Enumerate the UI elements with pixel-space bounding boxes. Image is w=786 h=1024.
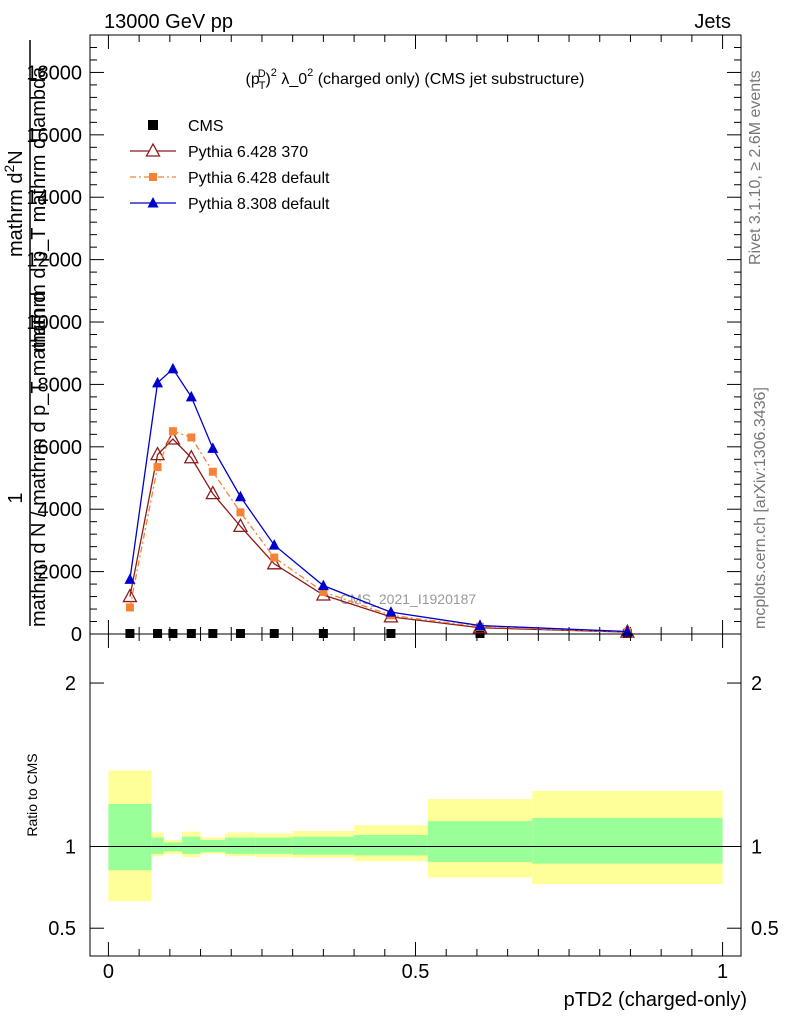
x-tick-label: 0.5 <box>402 961 430 983</box>
y-tick-label: 10000 <box>26 312 82 334</box>
ratio-band-inner <box>225 837 256 854</box>
data-point <box>153 463 162 472</box>
y-tick-label: 2000 <box>38 562 83 584</box>
x-axis-label: pTD2 (charged-only) <box>564 989 747 1011</box>
data-point <box>317 579 329 591</box>
ratio-band-inner <box>292 836 355 855</box>
ratio-y-tick-label: 2 <box>65 673 76 695</box>
ratio-y-tick-label: 1 <box>65 836 76 858</box>
ratio-y-tick-label: 0.5 <box>48 918 76 940</box>
legend-label: Pythia 8.308 default <box>188 196 330 213</box>
x-axis: 0 0.5 1 <box>103 634 728 983</box>
data-point <box>152 376 164 388</box>
ratio-bands <box>108 770 723 902</box>
ratio-y-tick-label-right: 1 <box>751 836 762 858</box>
y-axis-label: 1 mathrm d2N mathrm d p_T mathrm d lambd… <box>1 40 50 627</box>
data-point <box>122 588 138 603</box>
data-point <box>165 430 181 445</box>
y-tick-label: 18000 <box>26 62 82 84</box>
chart-title: (pD T)2 λ_02 (charged only) (CMS jet subs… <box>246 67 585 92</box>
data-point <box>208 467 217 476</box>
process-label: 13000 GeV pp <box>104 11 233 33</box>
y-tick-label: 12000 <box>26 250 82 272</box>
y-tick-label: 14000 <box>26 187 82 209</box>
data-point <box>205 485 221 500</box>
data-point <box>474 619 486 631</box>
y-axis-label-mid: mathrm d p_T mathrm d lambda <box>28 66 50 352</box>
data-point <box>319 587 328 596</box>
ratio-y-label: Ratio to CMS <box>24 753 40 836</box>
x-tick-label: 1 <box>717 961 728 983</box>
ratio-band-inner <box>151 837 164 854</box>
legend-label: CMS <box>188 118 224 135</box>
data-point <box>185 390 197 402</box>
data-point <box>187 433 196 442</box>
data-point <box>125 603 134 612</box>
legend-marker <box>148 120 158 130</box>
main-y-axis: 0 2000 4000 6000 8000 10000 12000 14000 16000 180… <box>26 34 741 646</box>
data-point <box>124 573 136 584</box>
legend-marker <box>149 173 157 181</box>
ratio-y-tick-label-right: 2 <box>751 673 762 695</box>
ratio-band-inner <box>182 836 201 854</box>
y-tick-label: 16000 <box>26 125 82 147</box>
data-point <box>266 555 282 570</box>
generator-info: Rivet 3.1.10, ≥ 2.6M events <box>747 70 764 265</box>
data-point <box>232 518 249 533</box>
y-axis-label-num: mathrm d2N <box>1 150 27 257</box>
channel-label: Jets <box>694 11 731 33</box>
data-point <box>183 449 199 464</box>
data-point <box>167 362 179 374</box>
legend: CMS Pythia 6.428 370 Pythia 6.428 default P… <box>130 118 330 213</box>
ratio-band-inner <box>255 837 293 854</box>
analysis-label: CMS_2021_I1920187 <box>340 591 476 607</box>
ratio-band-inner <box>427 821 533 863</box>
ratio-band-inner <box>108 803 152 871</box>
data-point <box>621 625 633 637</box>
legend-label: Pythia 6.428 370 <box>188 144 308 161</box>
data-point <box>168 427 177 436</box>
legend-marker <box>147 197 159 208</box>
legend-label: Pythia 6.428 default <box>188 170 330 187</box>
data-point <box>207 442 219 453</box>
data-point <box>268 539 280 550</box>
y-tick-label: 8000 <box>38 374 83 396</box>
ratio-band-inner <box>532 817 723 864</box>
data-point <box>270 553 279 562</box>
data-point <box>236 508 245 517</box>
data-point <box>385 606 397 617</box>
y-tick-label: 0 <box>71 624 82 646</box>
ratio-band-inner <box>354 835 428 856</box>
y-tick-label: 6000 <box>38 437 83 459</box>
ratio-y-axis: 0.5 0.5 1 1 2 2 <box>48 673 779 940</box>
data-point <box>149 446 166 461</box>
source-info: mcplots.cern.ch [arXiv:1306.3436] <box>752 387 769 629</box>
y-axis-label-top: 1 <box>5 492 27 503</box>
ratio-y-tick-label-right: 0.5 <box>751 918 779 940</box>
series-line <box>129 430 628 633</box>
legend-marker <box>145 142 161 157</box>
y-tick-label: 4000 <box>38 499 83 521</box>
y-axis-label-den: mathrm d N / mathrm d p_T mathrm d <box>28 292 50 627</box>
x-tick-label: 0 <box>103 961 114 983</box>
data-point <box>234 490 246 502</box>
